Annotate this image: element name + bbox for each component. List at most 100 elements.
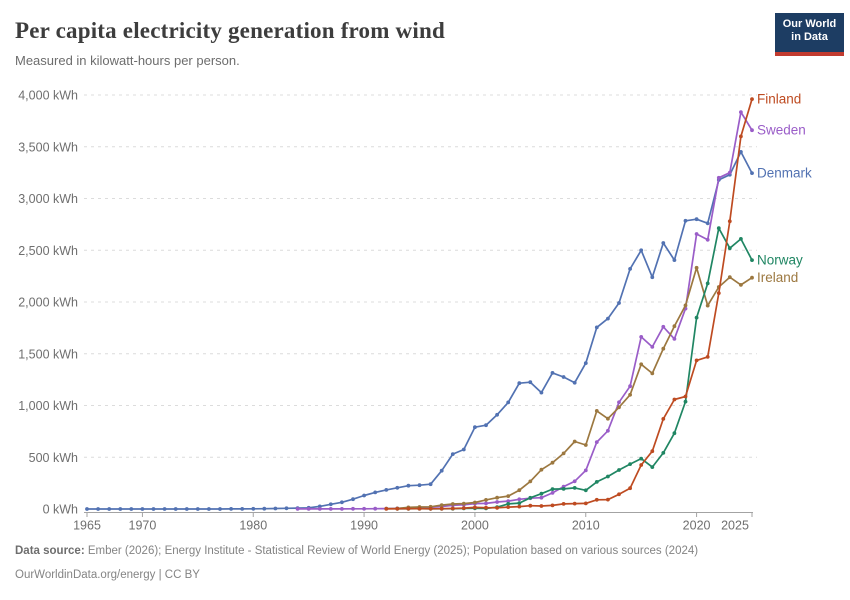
data-point-ireland xyxy=(439,503,444,507)
data-point-finland xyxy=(739,134,743,139)
data-point-sweden xyxy=(295,507,300,511)
data-point-ireland xyxy=(561,451,566,456)
data-point-denmark xyxy=(739,150,743,154)
footer-source: Data source: Ember (2026); Energy Instit… xyxy=(15,545,698,557)
data-point-finland xyxy=(550,503,555,508)
data-point-denmark xyxy=(561,375,566,379)
data-point-denmark xyxy=(118,507,123,511)
data-point-finland xyxy=(461,506,466,510)
data-point-norway xyxy=(683,399,688,404)
data-point-sweden xyxy=(694,232,699,236)
series-line-ireland xyxy=(386,266,753,510)
data-point-denmark xyxy=(328,502,333,507)
data-point-sweden xyxy=(716,175,721,180)
x-axis-tick-label: 1980 xyxy=(239,519,267,533)
data-point-denmark xyxy=(694,217,699,222)
data-point-ireland xyxy=(639,362,644,367)
data-point-finland xyxy=(750,97,754,101)
data-point-ireland xyxy=(517,488,522,493)
series-line-denmark xyxy=(87,151,753,510)
data-point-norway xyxy=(727,246,732,251)
data-point-ireland xyxy=(750,275,754,280)
data-point-ireland xyxy=(572,439,577,444)
data-point-norway xyxy=(561,487,566,491)
data-point-sweden xyxy=(617,400,621,405)
data-point-finland xyxy=(606,497,610,502)
data-point-denmark xyxy=(594,325,599,330)
footer-license: OurWorldinData.org/energy | CC BY xyxy=(15,569,200,581)
data-point-sweden xyxy=(572,479,577,484)
data-point-denmark xyxy=(207,507,211,511)
data-point-finland xyxy=(672,397,677,402)
data-point-norway xyxy=(594,480,599,484)
data-point-denmark xyxy=(85,507,89,511)
data-point-ireland xyxy=(484,498,488,502)
data-point-denmark xyxy=(506,400,511,405)
owid-logo: Our World in Data xyxy=(775,13,844,56)
data-point-finland xyxy=(561,502,566,506)
data-point-denmark xyxy=(362,493,366,498)
data-point-ireland xyxy=(705,303,710,308)
data-point-denmark xyxy=(229,507,234,511)
data-point-denmark xyxy=(473,425,477,430)
data-point-ireland xyxy=(550,460,555,465)
data-point-denmark xyxy=(683,218,688,223)
data-point-sweden xyxy=(495,500,499,504)
data-point-norway xyxy=(639,456,644,461)
data-point-ireland xyxy=(473,500,477,505)
data-point-denmark xyxy=(705,221,710,226)
data-point-denmark xyxy=(428,482,433,487)
data-point-denmark xyxy=(96,507,100,511)
data-point-denmark xyxy=(284,506,289,511)
data-point-finland xyxy=(639,463,644,467)
data-point-sweden xyxy=(650,345,655,349)
data-point-sweden xyxy=(639,335,644,339)
data-point-norway xyxy=(750,258,754,262)
data-point-norway xyxy=(572,486,577,490)
data-point-denmark xyxy=(461,447,466,452)
data-point-sweden xyxy=(739,110,743,114)
y-axis-tick-label: 1,500 kWh xyxy=(18,347,78,361)
y-axis-tick-label: 3,500 kWh xyxy=(18,140,78,154)
series-label-denmark: Denmark xyxy=(757,166,812,181)
data-point-norway xyxy=(739,237,743,241)
x-axis-tick-label: 2000 xyxy=(461,519,489,533)
footer-source-label: Data source: xyxy=(15,545,85,557)
data-point-norway xyxy=(539,491,544,496)
chart-subtitle: Measured in kilowatt-hours per person. xyxy=(15,53,240,68)
data-point-finland xyxy=(439,506,444,511)
data-point-denmark xyxy=(439,468,444,473)
data-point-ireland xyxy=(628,392,632,397)
data-point-finland xyxy=(650,449,655,454)
data-point-sweden xyxy=(672,337,677,341)
data-point-ireland xyxy=(694,265,699,270)
data-point-denmark xyxy=(384,488,389,492)
data-point-finland xyxy=(506,505,511,509)
data-point-finland xyxy=(495,505,499,510)
data-point-denmark xyxy=(495,412,499,417)
data-point-denmark xyxy=(151,507,156,511)
data-point-norway xyxy=(517,501,522,505)
x-axis-tick-label: 1965 xyxy=(73,519,101,533)
data-point-finland xyxy=(473,505,477,510)
y-axis-tick-label: 3,000 kWh xyxy=(18,192,78,206)
data-point-denmark xyxy=(140,507,145,511)
data-point-sweden xyxy=(550,491,555,495)
data-point-sweden xyxy=(506,499,511,503)
data-point-denmark xyxy=(539,390,544,395)
data-point-finland xyxy=(617,492,621,497)
data-point-denmark xyxy=(162,507,167,511)
x-axis-tick-label: 2025 xyxy=(721,519,749,533)
data-point-sweden xyxy=(661,324,666,329)
data-point-sweden xyxy=(750,128,754,133)
data-point-denmark xyxy=(351,497,355,502)
x-axis-tick-label: 2020 xyxy=(683,519,711,533)
data-point-ireland xyxy=(450,502,455,506)
series-line-sweden xyxy=(297,111,753,510)
y-axis-tick-label: 2,000 kWh xyxy=(18,296,78,310)
owid-logo-line1: Our World xyxy=(782,18,837,30)
data-point-denmark xyxy=(218,507,222,511)
data-point-sweden xyxy=(705,237,710,242)
y-axis-tick-label: 4,000 kWh xyxy=(18,89,78,103)
